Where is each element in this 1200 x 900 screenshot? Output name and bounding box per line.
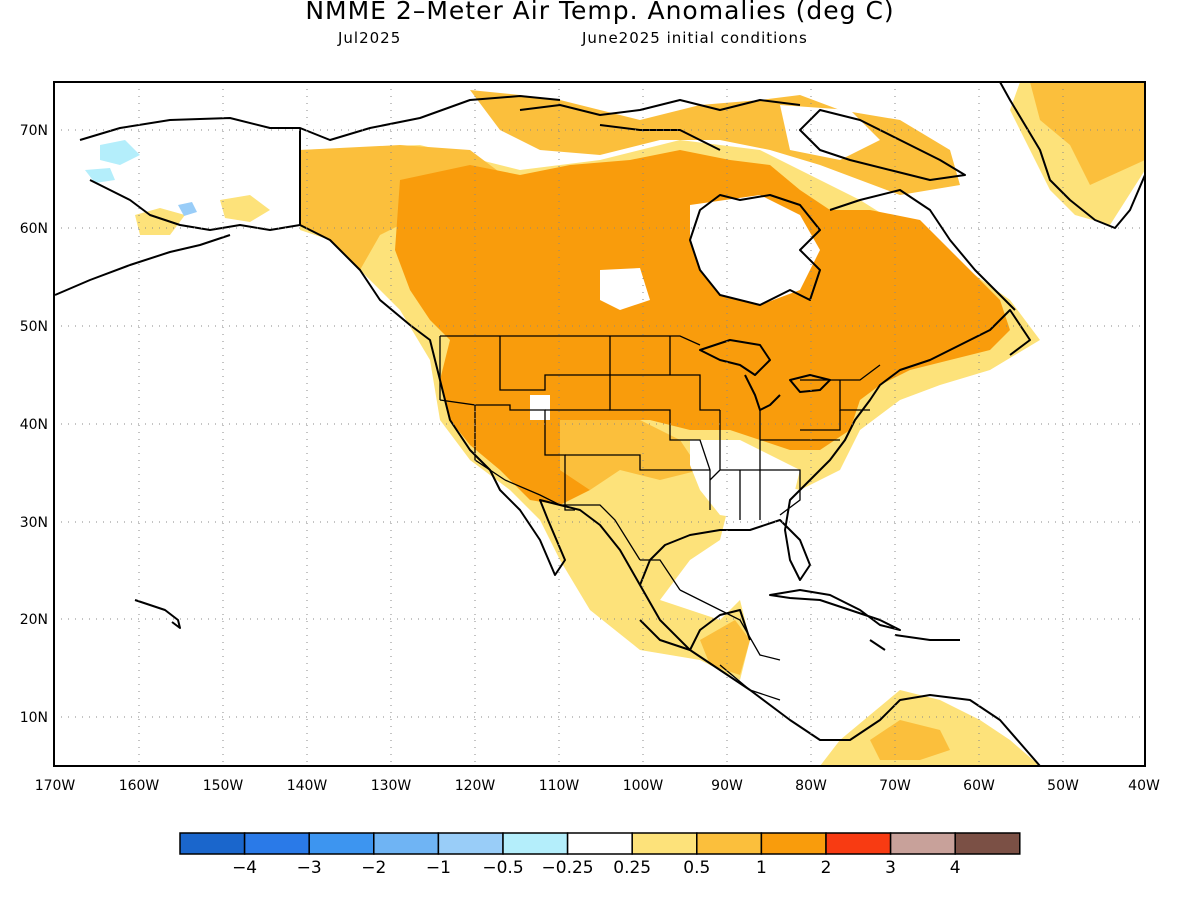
lat-label: 70N — [20, 123, 48, 139]
colorbar-swatch — [760, 832, 827, 855]
lat-label: 30N — [20, 515, 48, 531]
lon-label: 160W — [119, 778, 160, 794]
lat-label: 20N — [20, 612, 48, 628]
colorbar-label: 1 — [756, 858, 767, 878]
longitude-labels: 170W 160W 150W 140W 130W 120W 110W 100W … — [35, 778, 1160, 794]
colorbar-label: −3 — [297, 858, 322, 878]
colorbar-swatch — [437, 832, 504, 855]
colorbar-swatch — [243, 832, 310, 855]
lon-label: 100W — [623, 778, 664, 794]
latitude-labels: 70N 60N 50N 40N 30N 20N 10N — [20, 123, 48, 726]
lat-label: 10N — [20, 710, 48, 726]
colorbar-swatch — [179, 832, 246, 855]
map-title: NMME 2–Meter Air Temp. Anomalies (deg C) — [305, 0, 895, 25]
colorbar-label: −1 — [426, 858, 451, 878]
colorbar-label: −0.5 — [482, 858, 523, 878]
lon-label: 40W — [1128, 778, 1160, 794]
colorbar-swatch — [889, 832, 956, 855]
colorbar-swatch — [825, 832, 892, 855]
map-frame — [53, 81, 1146, 767]
lon-label: 130W — [371, 778, 412, 794]
initial-conditions-label: June2025 initial conditions — [582, 29, 808, 47]
lat-label: 60N — [20, 221, 48, 237]
lat-label: 50N — [20, 319, 48, 335]
colorbar-label: −2 — [361, 858, 386, 878]
lat-label: 40N — [20, 417, 48, 433]
lon-label: 80W — [795, 778, 827, 794]
lon-label: 110W — [539, 778, 580, 794]
colorbar-label: −4 — [232, 858, 257, 878]
colorbar-legend: −4 −3 −2 −1 −0.5 −0.25 0.25 0.5 1 2 3 4 — [179, 832, 1021, 878]
colorbar-swatch — [954, 832, 1021, 855]
colorbar-swatch — [308, 832, 375, 855]
lon-label: 70W — [879, 778, 911, 794]
colorbar-label: 2 — [821, 858, 832, 878]
colorbar-label: 3 — [885, 858, 896, 878]
colorbar-label: −0.25 — [542, 858, 594, 878]
colorbar-label: 0.5 — [683, 858, 710, 878]
lon-label: 50W — [1047, 778, 1079, 794]
lon-label: 90W — [711, 778, 743, 794]
colorbar-swatch — [566, 832, 633, 855]
lon-label: 140W — [287, 778, 328, 794]
political-borders — [439, 335, 881, 701]
lon-label: 60W — [963, 778, 995, 794]
colorbar-swatch — [696, 832, 763, 855]
colorbar-swatch — [502, 832, 569, 855]
lon-label: 170W — [35, 778, 76, 794]
lon-label: 120W — [455, 778, 496, 794]
colorbar-swatch — [373, 832, 440, 855]
colorbar-swatch — [631, 832, 698, 855]
lon-label: 150W — [203, 778, 244, 794]
colorbar-label: 4 — [950, 858, 961, 878]
valid-month-label: Jul2025 — [338, 29, 402, 47]
colorbar-label: 0.25 — [613, 858, 651, 878]
